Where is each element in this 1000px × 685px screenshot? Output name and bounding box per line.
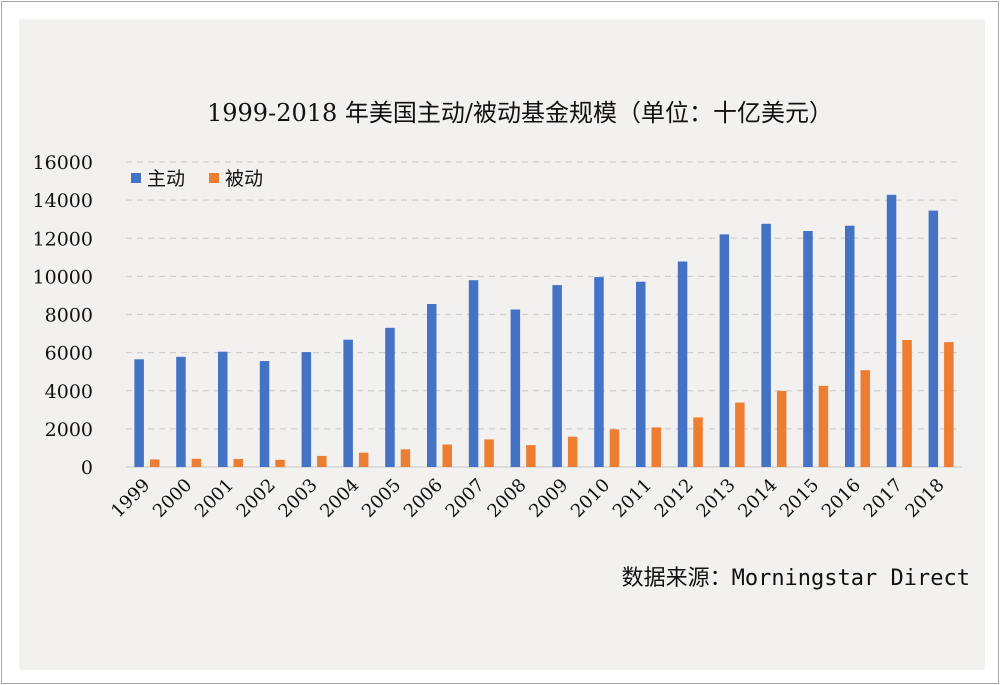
passive-bar-2017 (902, 340, 912, 467)
active-bar-2017 (886, 194, 897, 468)
passive-bar-2012 (693, 417, 703, 467)
passive-bar-2011 (651, 427, 661, 467)
x-tick-label: 2018 (901, 475, 948, 522)
active-bar-2011 (636, 281, 646, 467)
active-bar-2005 (385, 327, 395, 467)
active-bar-2018 (928, 210, 939, 467)
x-tick-label: 2014 (734, 475, 781, 522)
chart-title: 1999-2018 年美国主动/被动基金规模（单位：十亿美元） (207, 99, 833, 127)
y-tick-label: 12000 (33, 228, 93, 250)
active-bar-2006 (427, 304, 437, 467)
active-bar-2002 (259, 361, 270, 467)
y-tick-label: 6000 (45, 343, 93, 365)
passive-bar-2015 (818, 385, 829, 467)
active-bar-2014 (761, 223, 771, 467)
x-tick-label: 2017 (860, 475, 907, 522)
passive-bar-2014 (776, 390, 787, 467)
chart-panel (19, 19, 985, 670)
passive-bar-2004 (358, 452, 369, 467)
active-bar-2016 (845, 225, 855, 467)
active-bar-2010 (594, 277, 604, 467)
x-tick-label: 2007 (442, 475, 489, 522)
passive-bar-2003 (317, 455, 327, 467)
y-tick-label: 14000 (33, 190, 93, 212)
passive-bar-2016 (860, 370, 870, 467)
passive-bar-2018 (944, 342, 954, 467)
x-axis-ticks: 1999200020012002200320042005200620072008… (107, 475, 948, 522)
passive-bar-2005 (400, 449, 411, 467)
active-bar-1999 (134, 359, 144, 467)
y-tick-label: 2000 (45, 419, 93, 441)
active-bar-2013 (719, 234, 730, 467)
x-tick-label: 2003 (274, 475, 321, 522)
x-tick-label: 2010 (567, 475, 614, 522)
active-bar-2001 (218, 351, 228, 467)
x-tick-label: 2006 (400, 475, 447, 522)
passive-bar-2009 (567, 436, 578, 467)
active-bar-2015 (803, 231, 813, 467)
x-tick-label: 2009 (525, 475, 572, 522)
x-tick-label: 2008 (483, 475, 530, 522)
legend-swatch (209, 173, 219, 183)
x-tick-label: 2001 (191, 475, 238, 522)
legend: 主动 被动 (131, 168, 263, 190)
y-tick-label: 16000 (33, 152, 93, 174)
y-tick-label: 0 (81, 457, 93, 479)
active-bar-2009 (552, 285, 562, 467)
legend-label: 主动 (147, 168, 185, 190)
active-bar-2007 (468, 280, 479, 467)
grid-lines (126, 161, 962, 468)
passive-bar-2000 (191, 458, 202, 467)
legend-label: 被动 (225, 168, 263, 190)
passive-bar-2006 (442, 444, 452, 467)
active-bar-2004 (343, 339, 353, 467)
y-tick-label: 10000 (33, 266, 93, 288)
active-bar-2000 (176, 356, 186, 467)
active-bar-2003 (301, 352, 312, 467)
legend-swatch (131, 173, 141, 183)
x-tick-label: 2004 (316, 475, 363, 522)
passive-bar-2010 (609, 429, 620, 467)
passive-bar-2007 (484, 439, 494, 467)
passive-bar-2002 (275, 459, 285, 467)
x-tick-label: 2012 (651, 475, 698, 522)
y-tick-label: 8000 (45, 305, 93, 327)
source-note: 数据来源：Morningstar Direct (622, 566, 970, 591)
y-axis-ticks: 0 2000 4000 6000 8000 10000 12000 14000 16000 (33, 152, 93, 479)
x-tick-label: 2002 (233, 475, 280, 522)
active-bar-2008 (510, 309, 521, 467)
active-bar-2012 (677, 261, 688, 467)
passive-bar-2013 (735, 402, 745, 467)
passive-bar-2008 (526, 445, 536, 467)
passive-bar-2001 (233, 459, 243, 467)
bars (134, 194, 954, 468)
x-tick-label: 2005 (358, 475, 405, 522)
passive-bar-1999 (149, 459, 160, 467)
x-tick-label: 2013 (692, 475, 739, 522)
x-tick-label: 1999 (107, 475, 154, 522)
x-tick-label: 2000 (149, 475, 196, 522)
y-tick-label: 4000 (45, 381, 93, 403)
x-tick-label: 2016 (818, 475, 865, 522)
x-tick-label: 2015 (776, 475, 823, 522)
x-tick-label: 2011 (609, 475, 656, 522)
